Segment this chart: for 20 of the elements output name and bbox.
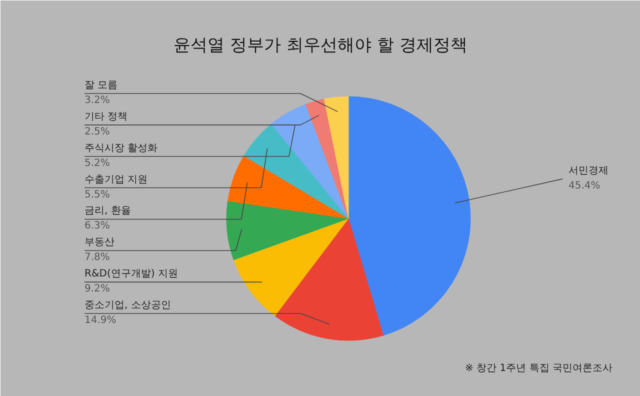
slice-label: 부동산 [84, 237, 114, 248]
slice-label: 서민경제 [568, 165, 608, 176]
data-label: 6.3% [84, 220, 110, 232]
slice-label: 잘 모름 [84, 80, 118, 91]
data-label: 9.2% [84, 284, 110, 295]
data-label: 14.9% [84, 315, 116, 326]
data-label: 2.5% [84, 126, 110, 138]
data-label: 7.8% [84, 252, 110, 264]
slice-label: 중소기업, 소상공인 [84, 300, 171, 311]
data-label: 3.2% [84, 95, 110, 106]
data-label: 5.5% [84, 189, 110, 200]
slice-label: 기타 정책 [84, 111, 128, 122]
slice-label: 금리, 환율 [84, 206, 131, 217]
slice-label: 수출기업 지원 [84, 174, 148, 186]
chart-title: 윤석열 정부가 최우선해야 할 경제정책 [174, 36, 468, 56]
slice-label: R&D(연구개발) 지원 [84, 268, 178, 280]
data-label: 45.4% [568, 180, 600, 192]
data-label: 5.2% [84, 158, 110, 169]
text: ※ 창간 1주년 특집 국민여론조사 [465, 363, 613, 374]
slice-label: 주식시장 활성화 [84, 142, 158, 154]
